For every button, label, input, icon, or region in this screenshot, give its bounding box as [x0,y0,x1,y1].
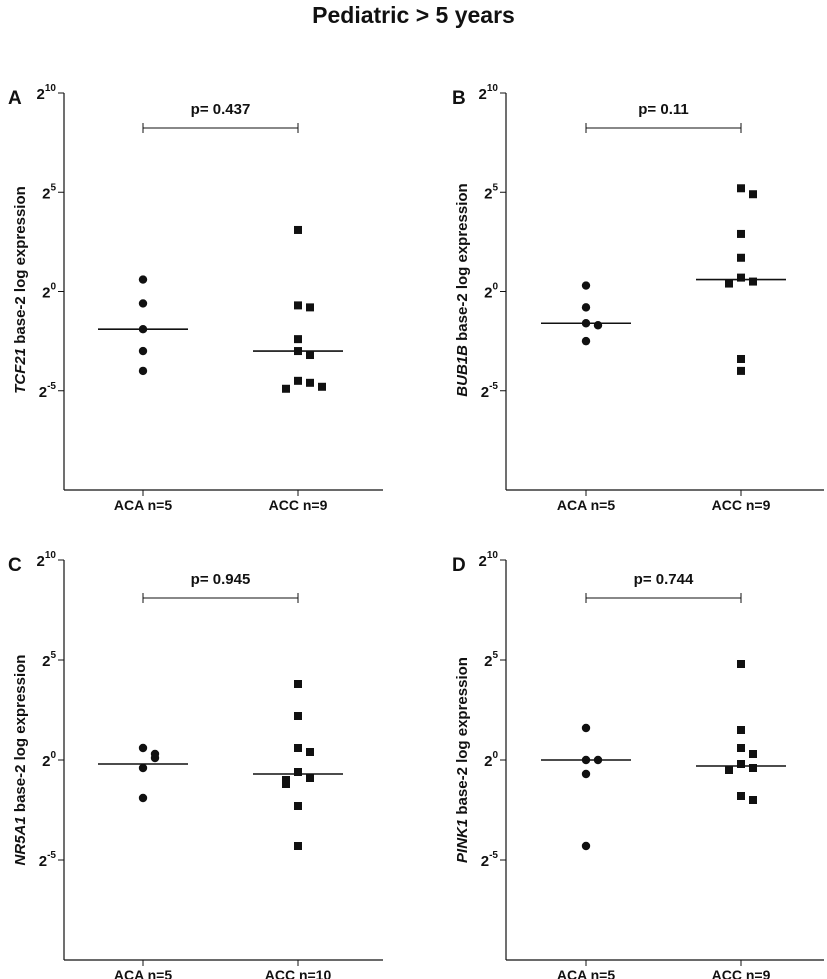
data-point-square-b [737,354,745,363]
data-point-circle-a [138,366,148,376]
y-tick-label-a: 20 [42,282,56,302]
panel-label-c: C [8,555,22,576]
data-point-square-d [749,764,757,772]
data-point-circle-c [138,743,148,753]
data-point-circle-d [581,769,591,779]
y-tick-label-d: 25 [484,650,498,670]
data-point-square-a [294,225,302,234]
data-point-square-c [294,842,302,850]
data-point-square-a [294,376,302,385]
p-value-label-b: p= 0.11 [638,101,688,118]
p-value-label-c: p= 0.945 [191,571,251,588]
data-point-square-b [737,229,745,238]
data-point-square-a [306,351,314,360]
data-point-square-d [737,744,745,752]
data-point-square-d [737,660,745,668]
data-point-square-b [737,273,745,282]
y-tick-label-c: 25 [42,650,56,670]
data-point-square-a [282,384,290,393]
x-group-label-b: ACC n=9 [712,497,771,513]
figure-title: Pediatric > 5 years [312,2,515,28]
data-point-square-d [737,726,745,734]
x-group-label-c: ACA n=5 [114,967,172,979]
x-group-label-a: ACC n=9 [269,497,328,513]
data-point-square-c [294,802,302,810]
y-tick-label-b: 20 [484,282,498,302]
data-point-square-d [749,796,757,804]
data-point-square-a [294,301,302,310]
p-value-label-a: p= 0.437 [191,101,251,118]
y-axis-title-b: BUB1B base-2 log expression [454,183,471,396]
data-point-square-a [306,303,314,312]
data-point-square-c [294,712,302,720]
data-point-square-c [294,744,302,752]
data-point-square-d [749,750,757,758]
y-tick-label-d: 20 [484,750,498,770]
x-group-label-c: ACC n=10 [265,967,332,979]
data-point-square-b [749,190,757,199]
y-tick-label-b: 210 [479,83,499,103]
y-tick-label-b: 2-5 [481,381,499,401]
data-point-square-c [294,768,302,776]
data-point-circle-b [593,321,603,330]
panel-label-a: A [8,88,22,109]
data-point-square-c [306,774,314,782]
y-tick-label-d: 2-5 [481,850,499,870]
data-point-square-c [306,748,314,756]
data-point-circle-b [581,303,591,312]
y-tick-label-d: 210 [479,550,499,570]
data-point-circle-a [138,299,148,308]
data-point-circle-c [138,763,148,773]
data-point-square-b [737,184,745,193]
y-axis-title-a: TCF21 base-2 log expression [12,186,29,394]
data-point-circle-b [581,336,591,346]
y-tick-label-b: 25 [484,182,498,202]
data-point-circle-d [581,841,591,851]
panel-label-b: B [452,88,466,109]
data-point-square-c [282,780,290,788]
y-axis-title-c: NR5A1 base-2 log expression [12,655,29,866]
x-group-label-d: ACC n=9 [712,967,771,979]
data-point-square-a [306,378,314,387]
data-point-square-a [318,382,326,391]
data-point-square-d [725,766,733,774]
y-tick-label-a: 2-5 [39,381,57,401]
y-tick-label-a: 25 [42,182,56,202]
data-point-circle-b [581,281,591,290]
data-point-circle-a [138,275,148,284]
x-group-label-b: ACA n=5 [557,497,615,513]
data-point-square-a [294,335,302,344]
data-point-square-b [725,279,733,288]
y-axis-title-d: PINK1 base-2 log expression [454,657,471,863]
y-tick-label-c: 210 [37,550,57,570]
p-value-label-d: p= 0.744 [634,571,694,588]
x-group-label-d: ACA n=5 [557,967,615,979]
data-point-circle-d [581,723,591,733]
data-point-circle-c [138,793,148,803]
data-point-square-d [737,792,745,800]
y-tick-label-c: 20 [42,750,56,770]
y-tick-label-a: 210 [37,83,57,103]
data-point-square-d [737,760,745,768]
data-point-square-b [737,366,745,375]
panel-label-d: D [452,555,466,576]
data-point-square-b [749,277,757,286]
data-point-square-b [737,253,745,262]
x-group-label-a: ACA n=5 [114,497,172,513]
y-tick-label-c: 2-5 [39,850,57,870]
data-point-square-c [294,680,302,688]
data-point-circle-c [150,753,160,763]
data-point-circle-a [138,346,148,356]
